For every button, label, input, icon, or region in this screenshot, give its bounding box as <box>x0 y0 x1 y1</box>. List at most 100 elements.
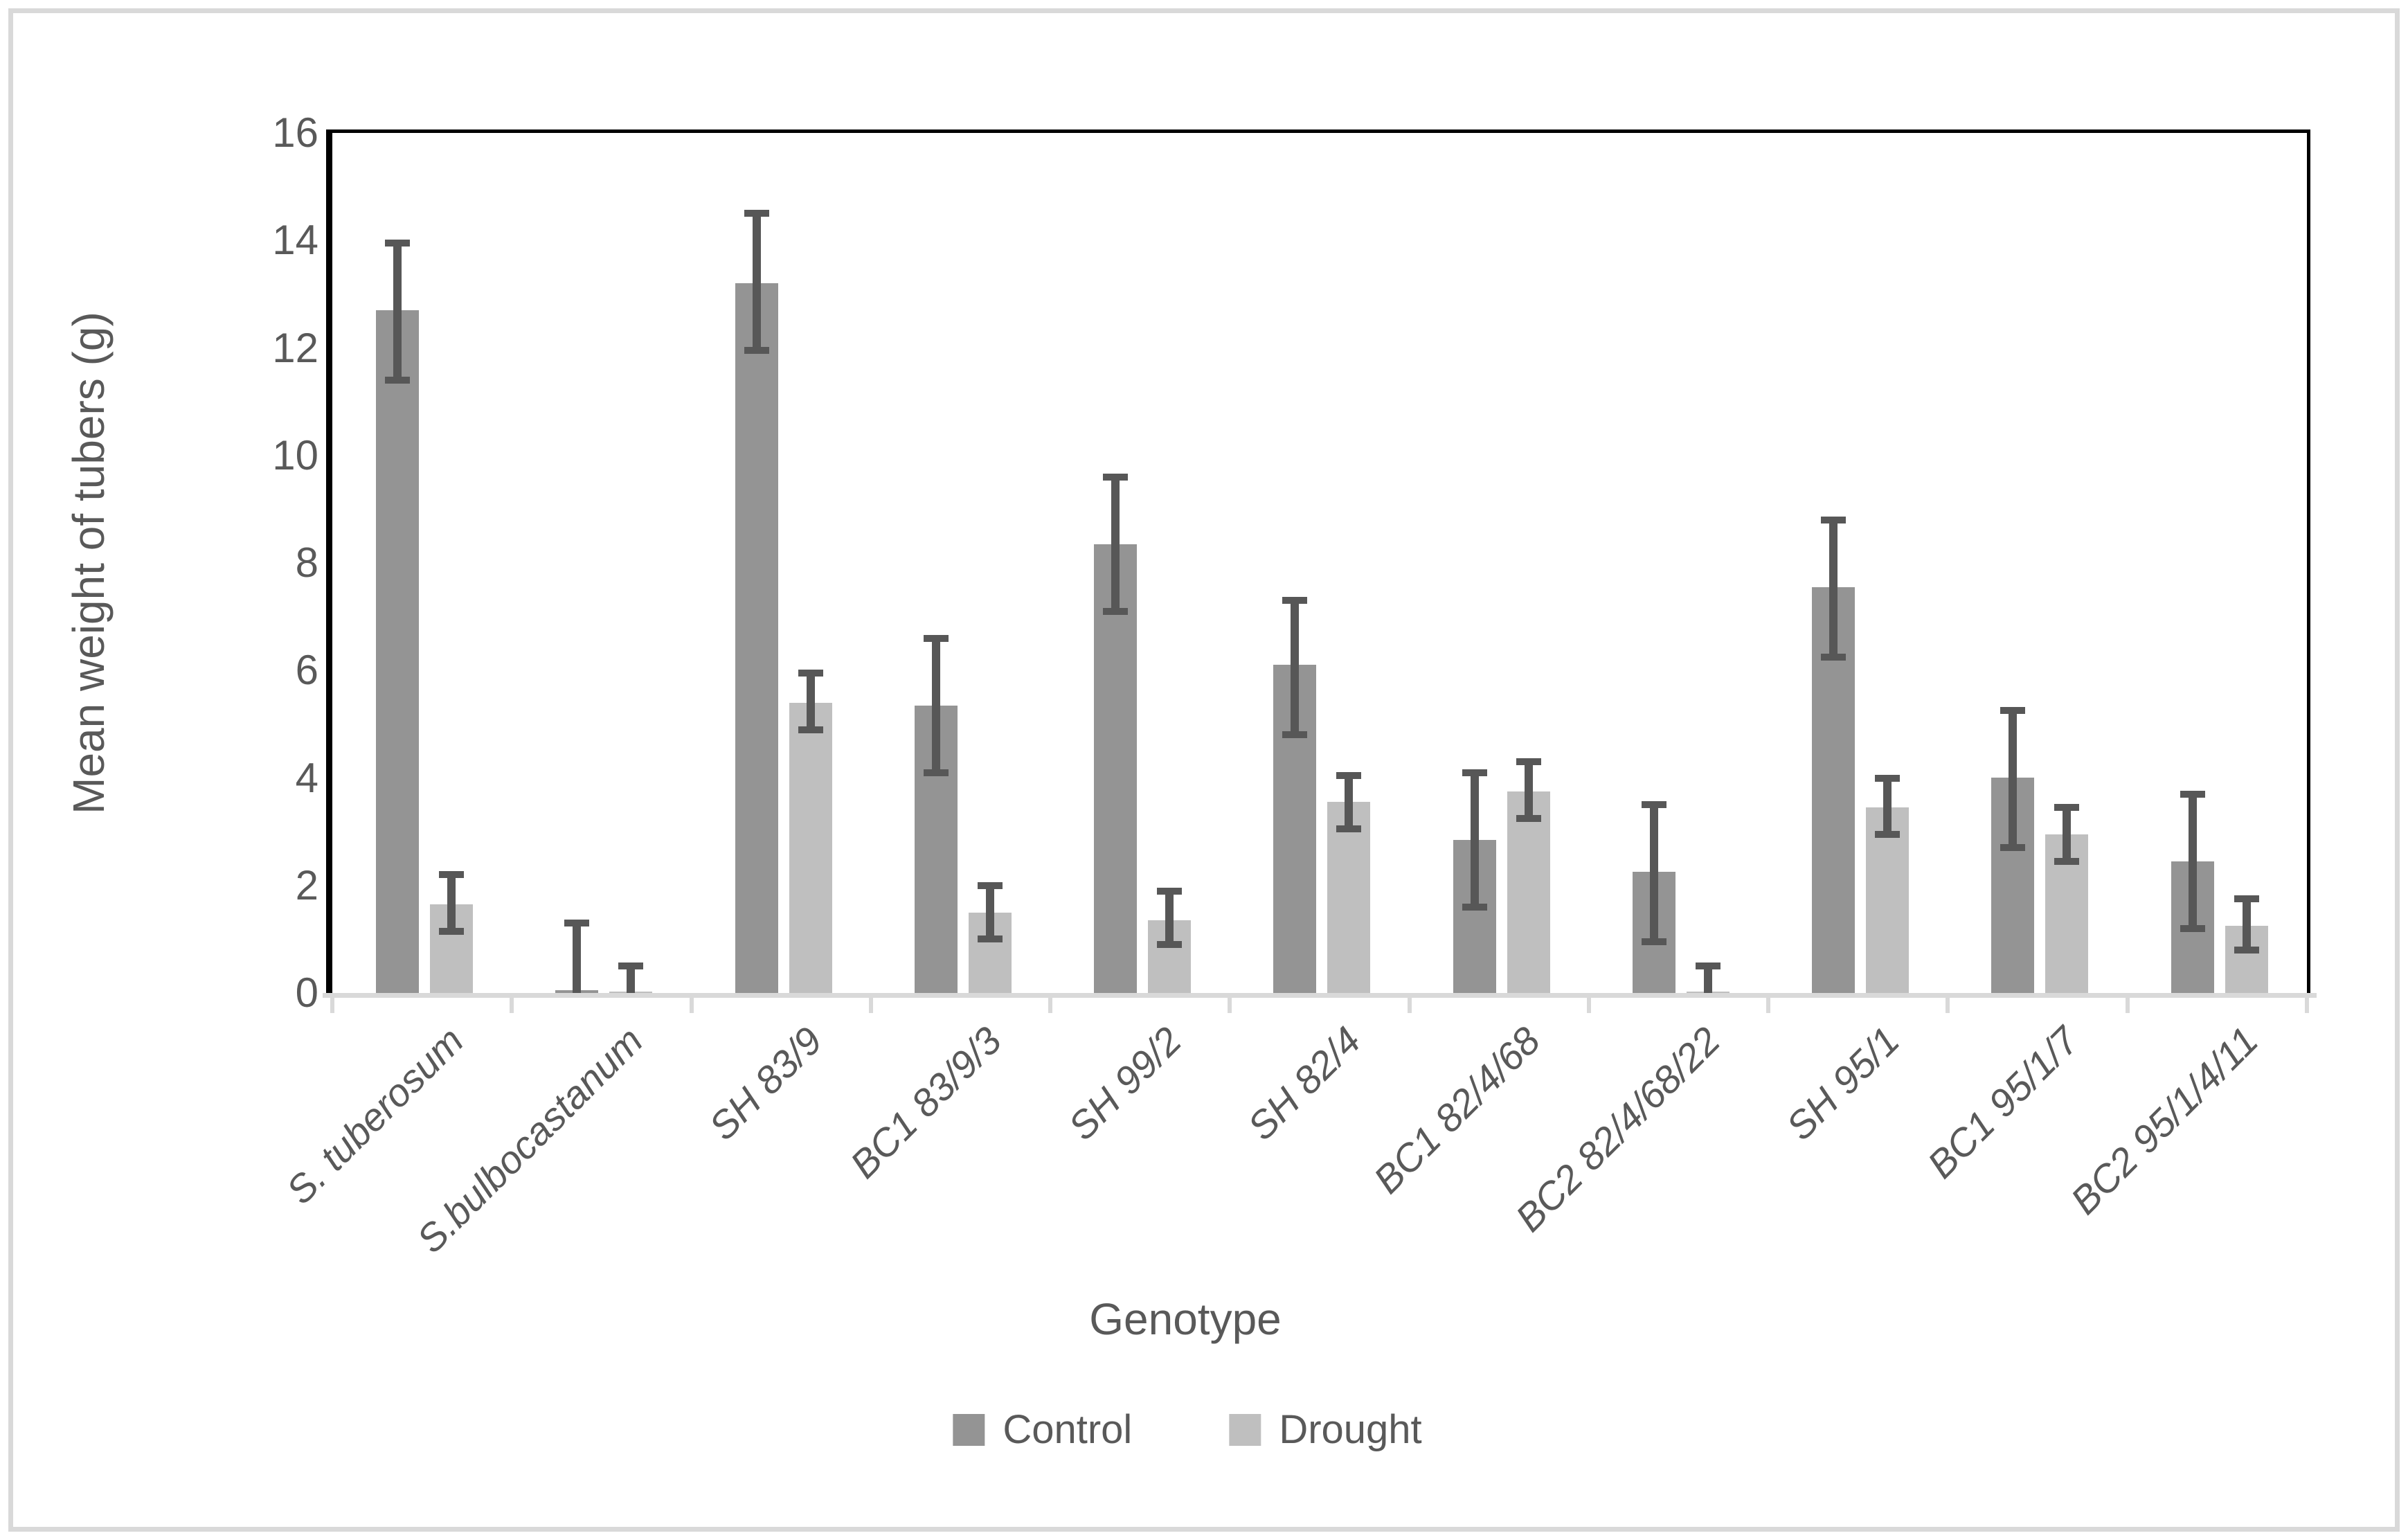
y-tick-label: 8 <box>295 539 318 586</box>
error-bar-whisker <box>806 673 815 730</box>
error-bar-cap-top <box>1103 473 1129 481</box>
x-tick-mark <box>330 996 334 1013</box>
error-bar-cap-top <box>798 670 823 677</box>
x-tick-mark <box>868 996 873 1013</box>
error-bar-cap-bottom <box>439 927 464 935</box>
bar-control <box>1094 544 1138 993</box>
x-tick-mark <box>1048 996 1053 1013</box>
error-bar-cap-top <box>439 871 464 879</box>
x-tick-mark <box>1586 996 1591 1013</box>
error-bar-cap-top <box>1157 887 1183 895</box>
error-bar-whisker <box>2009 710 2018 848</box>
x-category-label: SH 95/1 <box>1777 1018 1908 1149</box>
error-bar-cap-bottom <box>1875 831 1901 838</box>
bar-control <box>376 310 419 993</box>
error-bar-cap-bottom <box>2180 924 2205 932</box>
legend: Control Drought <box>953 1407 1422 1453</box>
legend-item-drought: Drought <box>1229 1407 1422 1453</box>
error-bar-cap-bottom <box>1336 825 1362 833</box>
error-bar-cap-top <box>2054 804 2080 812</box>
y-tick-label: 14 <box>272 217 318 264</box>
error-bar-cap-top <box>1516 758 1541 766</box>
y-tick-label: 2 <box>295 861 318 908</box>
legend-label-control: Control <box>1003 1407 1133 1452</box>
error-bar-cap-top <box>618 962 644 970</box>
error-bar-whisker <box>627 966 636 993</box>
error-bar-cap-bottom <box>1821 653 1847 661</box>
error-bar-cap-top <box>1336 771 1362 779</box>
x-category-label: BC1 82/4/68 <box>1365 1018 1549 1202</box>
error-bar-cap-top <box>1875 774 1901 782</box>
legend-swatch-drought <box>1229 1414 1261 1446</box>
plot-border-top <box>326 129 2310 133</box>
y-tick-label: 4 <box>295 754 318 801</box>
x-axis-line <box>323 993 2317 998</box>
y-tick-label: 10 <box>272 431 318 478</box>
error-bar-whisker <box>2242 899 2251 950</box>
error-bar-whisker <box>1470 772 1479 907</box>
error-bar-whisker <box>985 885 994 940</box>
error-bar-cap-top <box>2180 790 2205 798</box>
error-bar-whisker <box>1291 600 1300 735</box>
x-category-label: S. tuberosum <box>277 1018 471 1212</box>
error-bar-cap-bottom <box>977 935 1003 943</box>
error-bar-cap-top <box>2000 707 2026 715</box>
error-bar-whisker <box>752 213 761 351</box>
bar-drought <box>1327 802 1371 993</box>
legend-swatch-control <box>953 1414 985 1446</box>
error-bar-cap-top <box>923 634 949 642</box>
x-tick-mark <box>689 996 694 1013</box>
error-bar-cap-bottom <box>1516 814 1541 822</box>
error-bar-cap-bottom <box>1641 938 1666 946</box>
error-bar-cap-bottom <box>2234 946 2259 953</box>
legend-label-drought: Drought <box>1279 1407 1422 1452</box>
error-bar-cap-bottom <box>1462 903 1487 911</box>
x-category-label: BC2 95/1/4/11 <box>2062 1018 2267 1223</box>
error-bar-whisker <box>447 875 456 931</box>
bar-control <box>735 283 778 993</box>
x-tick-mark <box>1407 996 1412 1013</box>
y-axis-title: Mean weight of tubers (g) <box>64 312 114 814</box>
error-bar-whisker <box>573 923 582 993</box>
x-tick-mark <box>2125 996 2130 1013</box>
bar-drought <box>1866 807 1910 993</box>
plot-border-right <box>2307 129 2310 993</box>
error-bar-cap-top <box>744 210 769 217</box>
y-tick-label: 12 <box>272 324 318 371</box>
error-bar-whisker <box>2188 794 2197 929</box>
x-tick-mark <box>1946 996 1950 1013</box>
bar-drought <box>789 703 832 993</box>
error-bar-cap-top <box>564 920 590 927</box>
error-bar-whisker <box>1829 519 1838 657</box>
error-bar-whisker <box>1524 762 1533 818</box>
x-axis-title: Genotype <box>1089 1294 1282 1344</box>
error-bar-cap-bottom <box>1157 941 1183 949</box>
error-bar-cap-top <box>2234 895 2259 903</box>
error-bar-whisker <box>1649 805 1658 942</box>
x-tick-mark <box>2305 996 2309 1013</box>
error-bar-cap-top <box>385 240 410 247</box>
y-tick-label: 6 <box>295 647 318 694</box>
x-category-label: SH 83/9 <box>700 1018 831 1149</box>
error-bar-cap-top <box>1821 516 1847 523</box>
x-category-label: BC1 95/1/7 <box>1919 1018 2087 1187</box>
legend-item-control: Control <box>953 1407 1132 1453</box>
error-bar-whisker <box>1345 775 1354 830</box>
error-bar-cap-top <box>1462 769 1487 776</box>
error-bar-cap-bottom <box>1282 731 1308 739</box>
error-bar-whisker <box>931 638 940 773</box>
error-bar-cap-top <box>1641 801 1666 809</box>
x-category-label: BC1 83/9/3 <box>842 1018 1010 1187</box>
y-tick-label: 16 <box>272 109 318 156</box>
x-category-label: SH 99/2 <box>1059 1018 1189 1149</box>
error-bar-cap-top <box>977 881 1003 889</box>
y-axis-line <box>326 129 332 993</box>
x-tick-mark <box>1228 996 1232 1013</box>
x-category-label: SH 82/4 <box>1239 1018 1369 1149</box>
error-bar-cap-bottom <box>1103 607 1129 615</box>
error-bar-cap-bottom <box>923 769 949 776</box>
error-bar-whisker <box>1111 476 1120 611</box>
error-bar-cap-bottom <box>385 377 410 384</box>
x-tick-mark <box>1766 996 1771 1013</box>
